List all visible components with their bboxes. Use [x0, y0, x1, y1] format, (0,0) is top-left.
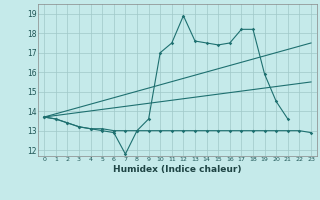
- X-axis label: Humidex (Indice chaleur): Humidex (Indice chaleur): [113, 165, 242, 174]
